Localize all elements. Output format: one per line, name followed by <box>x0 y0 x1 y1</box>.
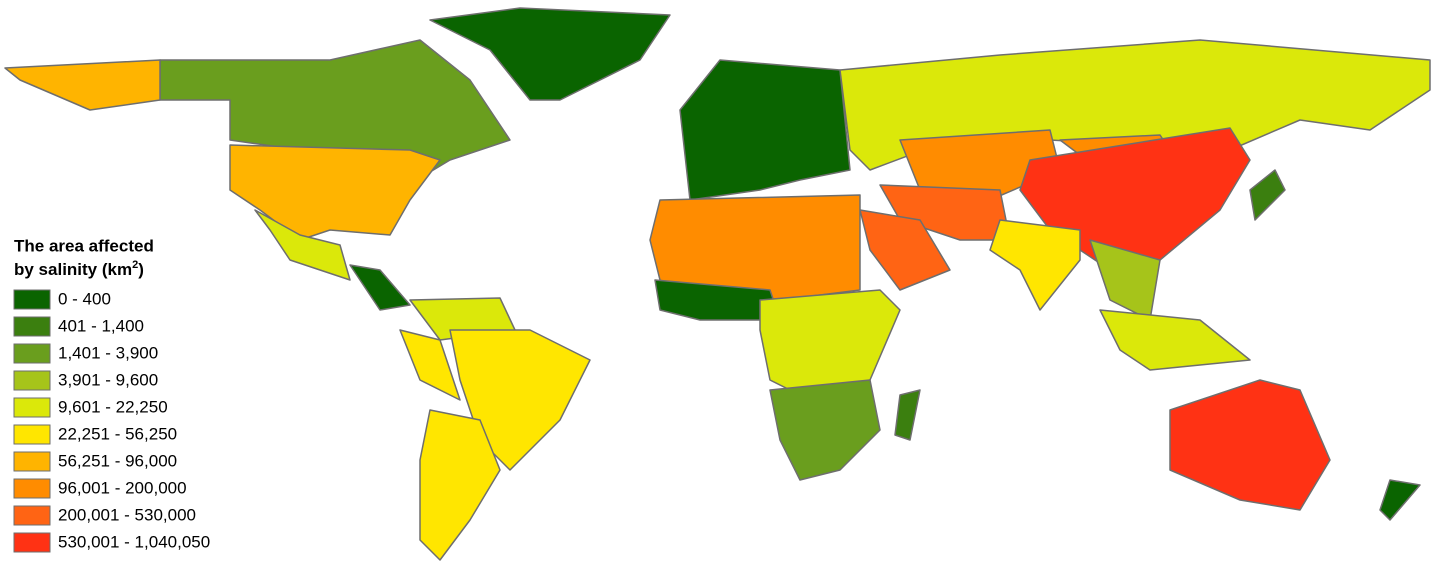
legend-swatch <box>13 397 51 418</box>
legend-label: 96,001 - 200,000 <box>58 478 187 497</box>
usa <box>229 144 441 241</box>
europe <box>679 59 851 201</box>
legend-label: 9,601 - 22,250 <box>58 397 168 416</box>
legend-label: 1,401 - 3,900 <box>58 343 158 362</box>
legend-label: 3,901 - 9,600 <box>58 370 158 389</box>
greenland <box>429 7 671 101</box>
legend-label: 401 - 1,400 <box>58 316 144 335</box>
legend-label: 56,251 - 96,000 <box>58 451 177 470</box>
legend-swatch <box>13 505 51 526</box>
peru <box>399 329 461 401</box>
legend-swatch <box>13 289 51 310</box>
iran <box>879 184 1011 241</box>
west-africa <box>654 279 781 321</box>
legend-label: 22,251 - 56,250 <box>58 424 177 443</box>
japan <box>1249 169 1286 221</box>
legend-swatch <box>13 343 51 364</box>
legend-title-part: ) <box>138 260 144 279</box>
central-america <box>349 264 411 311</box>
legend-label: 200,001 - 530,000 <box>58 505 196 524</box>
legend-title-part: by salinity (km <box>14 260 132 279</box>
madagascar <box>894 389 921 441</box>
legend-label: 530,001 - 1,040,050 <box>58 532 210 551</box>
legend-swatch <box>13 316 51 337</box>
legend-swatch <box>13 478 51 499</box>
india <box>989 219 1081 311</box>
new-zealand <box>1379 479 1421 521</box>
legend-title-superscript: 2 <box>132 259 138 271</box>
alaska <box>4 59 161 111</box>
legend-title: The area affected <box>14 236 154 255</box>
saudi-arabia <box>859 209 951 291</box>
land <box>4 7 1431 561</box>
southern-africa <box>769 379 881 481</box>
australia <box>1169 379 1331 511</box>
legend-swatch <box>13 424 51 445</box>
legend-title: by salinity (km2) <box>14 259 144 280</box>
legend-swatch <box>13 451 51 472</box>
legend-swatch <box>13 370 51 391</box>
argentina-chile <box>419 409 501 561</box>
indonesia <box>1099 309 1251 371</box>
mexico <box>254 209 351 281</box>
legend-swatch <box>13 532 51 553</box>
legend-label: 0 - 400 <box>58 289 111 308</box>
